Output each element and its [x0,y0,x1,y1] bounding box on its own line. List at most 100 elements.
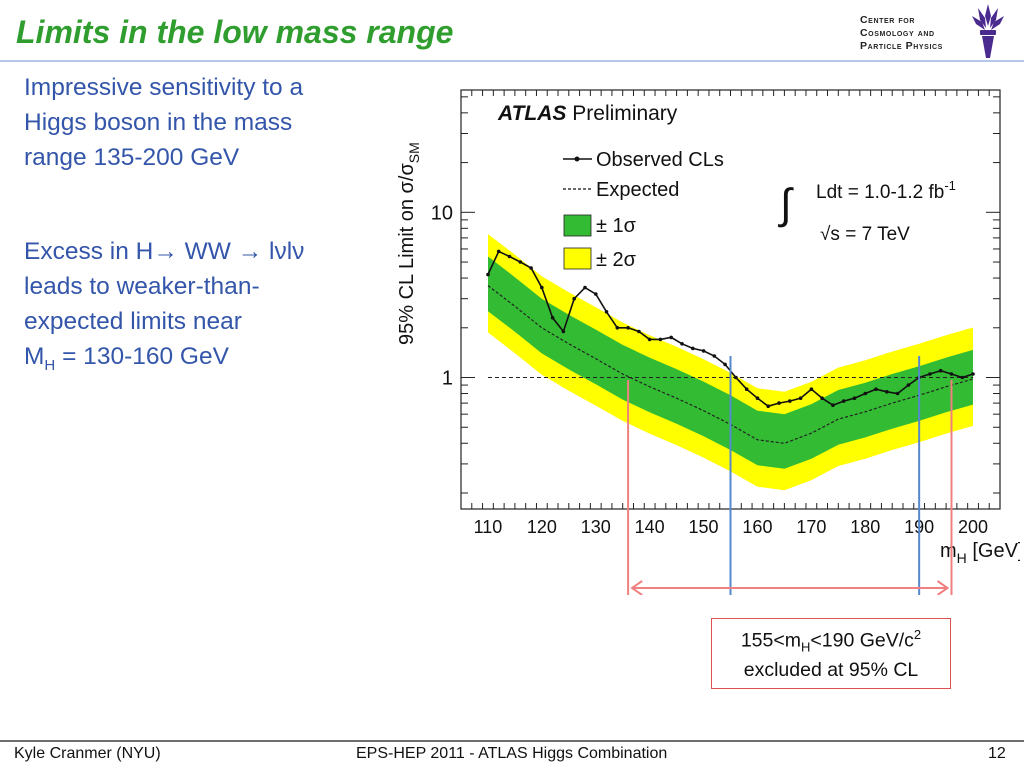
legend-expected-label: Expected [596,179,679,201]
bullet2-mass-range: = 130-160 GeV [55,343,229,370]
observed-point [583,285,587,290]
luminosity-label: Ldt = 1.0-1.2 fb-1 [816,178,956,203]
observed-point [928,372,932,376]
x-axis-title-unit: [GeV] [967,540,1020,562]
bullet2-line-1: Excess in H→ WW → lνlν [24,238,305,265]
logo-line-3: Particle Physics [860,40,943,52]
x-tick-labels: 110 120 130 140 150 160 170 180 190 200 [474,517,988,537]
bullet2-line-3: expected limits near [24,308,242,335]
limit-plot: 110 120 130 140 150 160 170 180 190 200 110 ATLAS… [396,89,1020,595]
legend-observed-label: Observed CLs [596,149,724,171]
observed-point [798,396,803,401]
plot-title-rest: Preliminary [566,102,677,125]
logo-line-2: Cosmology and [860,27,935,39]
bullet1-line-3: range 135-200 GeV [24,144,240,171]
observed-point [561,329,566,334]
observed-point [540,285,544,290]
x-tick-label: 130 [581,517,611,537]
footer-talk-title: EPS-HEP 2011 - ATLAS Higgs Combination [356,745,668,762]
observed-point [701,349,706,353]
bullet1-line-1: Impressive sensitivity to a [24,74,304,101]
observed-point [852,396,857,401]
y-tick-label: 1 [442,368,453,390]
legend: Observed CLs Expected ± 1σ ± 2σ [563,149,724,271]
legend-1sigma-label: ± 1σ [596,215,637,237]
observed-point [669,335,673,340]
observed-point [906,383,911,387]
legend-2sigma-swatch [563,247,592,270]
axis-ticks [460,90,1001,509]
observed-point [572,296,576,301]
x-tick-label: 120 [527,517,557,537]
observed-point [529,266,533,270]
bullet-sensitivity: Impressive sensitivity to a Higgs boson … [24,70,303,175]
observed-point [637,329,641,334]
observed-point [949,372,954,376]
y-axis-title-text: 95% CL Limit on σ/σ [396,163,418,345]
observed-point [755,396,760,401]
bullet2-line-4: MH = 130-160 GeV [24,339,304,383]
observed-point [615,326,620,330]
y-tick-labels: 1 10 [431,202,453,389]
x-tick-label: 180 [850,517,880,537]
observed-point [723,362,727,367]
luminosity-text: Ldt = 1.0-1.2 fb [816,182,944,203]
bullet1-line-2: Higgs boson in the mass [24,109,293,136]
footer-divider [0,740,1024,742]
observed-point [788,399,792,403]
exclusion-range-text: 155<mH<190 GeV/c2 [712,627,950,654]
observed-point [841,399,846,403]
observed-point [604,310,609,314]
observed-point [647,337,652,342]
red-arrowhead-right [936,580,950,595]
y-tick-label: 10 [431,202,453,224]
exclusion-subscript: H [801,639,811,655]
x-tick-label: 160 [742,517,772,537]
x-axis-title-text: m [940,540,957,562]
observed-point [712,354,717,358]
observed-point [874,387,878,392]
y-axis-title: 95% CL Limit on σ/σSM [396,142,422,345]
observed-point [658,337,663,342]
observed-point [895,391,900,396]
observed-point [831,403,835,408]
x-axis-title: mH [GeV] [940,540,1020,566]
x-tick-label: 150 [689,517,719,537]
x-tick-label: 140 [635,517,665,537]
legend-1sigma-swatch [563,214,592,237]
observed-point [766,404,770,409]
plot-title: ATLAS Preliminary [497,102,678,125]
observed-point [938,368,943,373]
exclusion-cl-text: excluded at 95% CL [743,659,919,681]
observed-point [809,387,814,392]
integral-icon: ∫ [778,180,794,228]
bullet2-mass-subscript: H [44,356,56,374]
y-axis-title-subscript: SM [406,142,422,163]
observed-point [971,372,975,376]
x-tick-label: 200 [958,517,988,537]
bullet2-mass-symbol: M [24,343,45,370]
observed-point [496,249,501,254]
exclusion-text-start: 155<m [740,629,801,652]
exclusion-text-rest: <190 GeV/c [810,629,914,652]
observed-point [885,390,889,394]
logo-text: Center for Cosmology and Particle Physic… [860,14,943,53]
exclusion-superscript: 2 [913,627,922,642]
plot-title-bold: ATLAS [497,102,566,125]
footer-author: Kyle Cranmer (NYU) [14,745,161,762]
red-arrowhead-left [630,580,643,595]
observed-point [594,292,598,296]
x-axis-title-subscript: H [957,550,967,566]
observed-point [863,391,868,396]
observed-point [550,316,555,320]
exclusion-callout: 155<mH<190 GeV/c2 excluded at 95% CL [711,618,951,689]
observed-point [744,387,749,392]
luminosity-exponent: -1 [944,178,956,193]
observed-point [507,254,512,259]
slide-title: Limits in the low mass range [16,14,454,50]
torch-icon [972,4,1004,58]
title-divider [0,60,1024,62]
observed-point [820,396,824,401]
bullet-excess: Excess in H→ WW → lνlν leads to weaker-t… [24,234,304,383]
observed-point [777,401,781,405]
